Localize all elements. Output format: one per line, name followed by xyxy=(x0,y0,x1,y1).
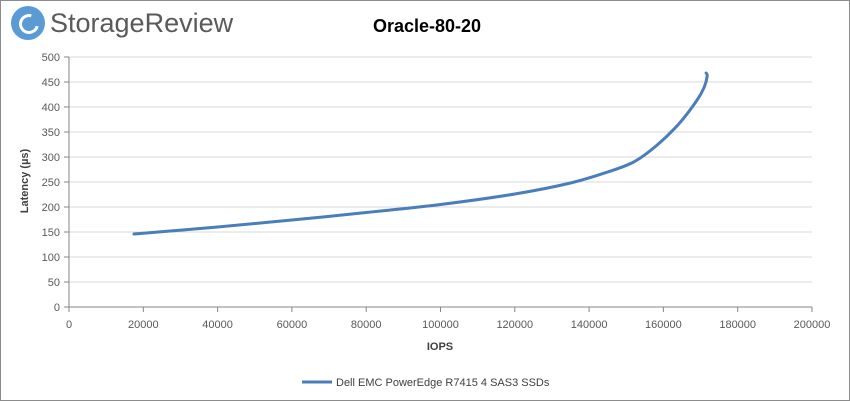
chart-title: Oracle-80-20 xyxy=(373,16,481,36)
y-tick-label: 250 xyxy=(42,177,60,189)
y-axis-label: Latency (µs) xyxy=(19,148,31,213)
x-tick-label: 160000 xyxy=(645,319,682,331)
logo-text: StorageReview xyxy=(50,7,234,38)
x-tick-label: 20000 xyxy=(128,319,159,331)
storagereview-logo: StorageReview xyxy=(11,6,233,40)
logo-icon xyxy=(11,6,45,40)
x-tick-label: 200000 xyxy=(794,319,831,331)
x-tick-label: 40000 xyxy=(202,319,233,331)
legend: Dell EMC PowerEdge R7415 4 SAS3 SSDs xyxy=(302,377,550,389)
x-tick-label: 100000 xyxy=(422,319,459,331)
x-tick-label: 180000 xyxy=(719,319,756,331)
y-tick-label: 50 xyxy=(48,277,60,289)
y-tick-label: 150 xyxy=(42,227,60,239)
y-tick-label: 450 xyxy=(42,77,60,89)
x-tick-label: 120000 xyxy=(496,319,533,331)
y-tick-label: 0 xyxy=(54,302,60,314)
y-tick-label: 500 xyxy=(42,52,60,64)
y-tick-label: 100 xyxy=(42,252,60,264)
x-tick-label: 80000 xyxy=(351,319,382,331)
y-tick-label: 300 xyxy=(42,152,60,164)
y-tick-label: 400 xyxy=(42,102,60,114)
x-tick-label: 60000 xyxy=(277,319,308,331)
y-tick-label: 200 xyxy=(42,202,60,214)
y-tick-label: 350 xyxy=(42,127,60,139)
series-line xyxy=(132,71,709,236)
x-tick-label: 140000 xyxy=(571,319,608,331)
x-tick-label: 0 xyxy=(66,319,72,331)
x-axis-label: IOPS xyxy=(427,341,453,353)
legend-label: Dell EMC PowerEdge R7415 4 SAS3 SSDs xyxy=(336,377,550,389)
